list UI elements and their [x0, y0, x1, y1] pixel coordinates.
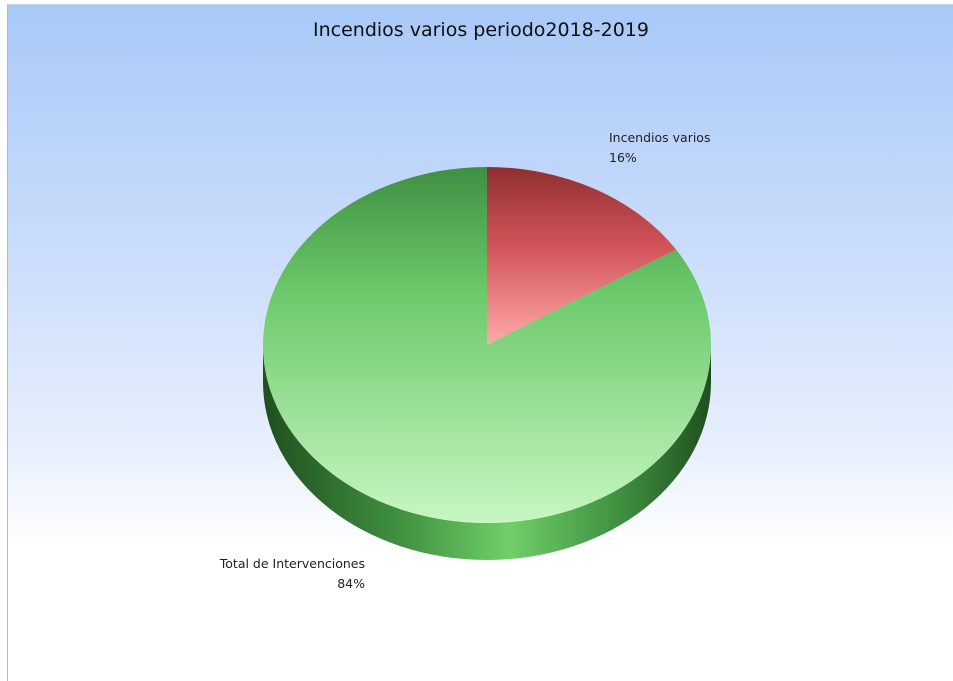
slice-label-incendios-varios: Incendios varios: [609, 130, 710, 145]
chart-title: Incendios varios periodo2018-2019: [313, 19, 649, 41]
slice-label-total-de-intervenciones: Total de Intervenciones: [219, 556, 365, 571]
pie-slice-total-de-intervenciones[interactable]: [263, 167, 712, 523]
chart-area: Incendios varios periodo2018-2019 Incend…: [7, 4, 953, 681]
slice-percent-incendios-varios: 16%: [609, 150, 637, 165]
slice-percent-total-de-intervenciones: 84%: [337, 576, 365, 591]
pie-chart: Incendios varios 16% Total de Intervencion…: [219, 130, 712, 591]
pie-side-wall: [263, 345, 711, 560]
pie-slice-incendios-varios[interactable]: [487, 167, 677, 345]
